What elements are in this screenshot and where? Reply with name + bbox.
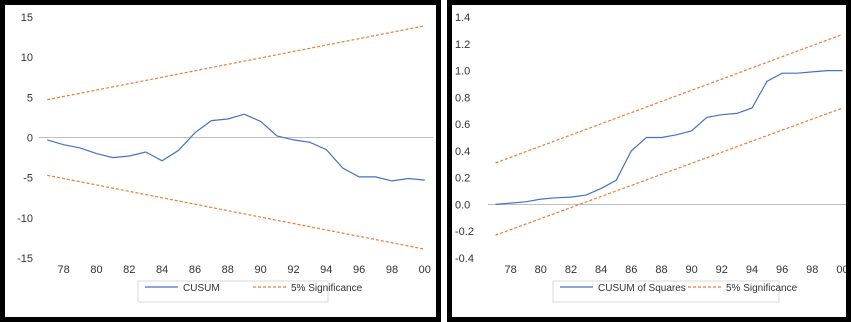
y-tick-label: 1.0 [455, 66, 470, 78]
cusum-chart-panel: -15 -10 -5 0 5 10 15 78 80 82 84 86 88 90 92 94 96 98 00 CU… [0, 0, 441, 322]
y-tick-label: 0.4 [455, 146, 470, 158]
y-tick-label: 0.6 [455, 119, 470, 131]
x-tick-label: 00 [836, 264, 846, 276]
x-tick-label: 94 [320, 264, 332, 276]
x-tick-label: 82 [565, 264, 577, 276]
x-tick-label: 78 [505, 264, 517, 276]
y-tick-label: -15 [17, 253, 33, 265]
x-tick-label: 96 [353, 264, 365, 276]
legend [552, 280, 780, 303]
x-tick-label: 80 [90, 264, 102, 276]
x-tick-label: 78 [58, 264, 70, 276]
x-tick-label: 96 [776, 264, 788, 276]
cusum-squares-chart: -0.4 -0.2 0.0 0.2 0.4 0.6 0.8 1.0 1.2 1.4 78 80 82 84… [455, 12, 846, 303]
lower-significance-line [495, 107, 843, 236]
upper-significance-line [495, 33, 843, 164]
y-tick-label: 15 [21, 12, 33, 24]
y-tick-label: 0.0 [455, 199, 470, 211]
y-tick-label: 5 [27, 92, 33, 104]
x-tick-label: 94 [746, 264, 758, 276]
x-tick-label: 98 [806, 264, 818, 276]
x-tick-label: 86 [625, 264, 637, 276]
legend-label: CUSUM of Squares [598, 283, 686, 294]
x-tick-label: 98 [386, 264, 398, 276]
x-tick-label: 90 [686, 264, 698, 276]
y-tick-label: 0.8 [455, 92, 470, 104]
cusum-squares-chart-panel: -0.4 -0.2 0.0 0.2 0.4 0.6 0.8 1.0 1.2 1.4 78 80 82 84… [447, 0, 851, 322]
series-line [495, 69, 843, 205]
legend [137, 280, 329, 303]
lower-significance-line [47, 174, 425, 250]
y-tick-label: 1.4 [455, 12, 470, 24]
x-tick-label: 00 [419, 264, 431, 276]
legend-label: 5% Significance [291, 283, 363, 294]
y-tick-label: 10 [21, 52, 33, 64]
upper-significance-line [47, 25, 425, 101]
series-line [47, 113, 425, 182]
x-tick-label: 88 [222, 264, 234, 276]
y-tick-label: 0.2 [455, 173, 470, 185]
y-tick-label: -5 [23, 173, 33, 185]
x-tick-label: 88 [655, 264, 667, 276]
y-tick-label: -0.4 [455, 253, 474, 265]
y-tick-label: -10 [17, 213, 33, 225]
cusum-chart: -15 -10 -5 0 5 10 15 78 80 82 84 86 88 90 92 94 96 98 00 CU… [17, 12, 433, 303]
x-tick-label: 86 [189, 264, 201, 276]
y-tick-label: 1.2 [455, 39, 470, 51]
x-tick-label: 90 [255, 264, 267, 276]
x-tick-label: 80 [535, 264, 547, 276]
legend-label: CUSUM [183, 283, 220, 294]
legend-label: 5% Significance [726, 283, 798, 294]
x-tick-label: 92 [716, 264, 728, 276]
x-tick-label: 92 [287, 264, 299, 276]
y-tick-label: 0 [27, 133, 33, 145]
x-tick-label: 82 [123, 264, 135, 276]
x-tick-label: 84 [595, 264, 607, 276]
x-tick-label: 84 [156, 264, 168, 276]
y-tick-label: -0.2 [455, 226, 474, 238]
